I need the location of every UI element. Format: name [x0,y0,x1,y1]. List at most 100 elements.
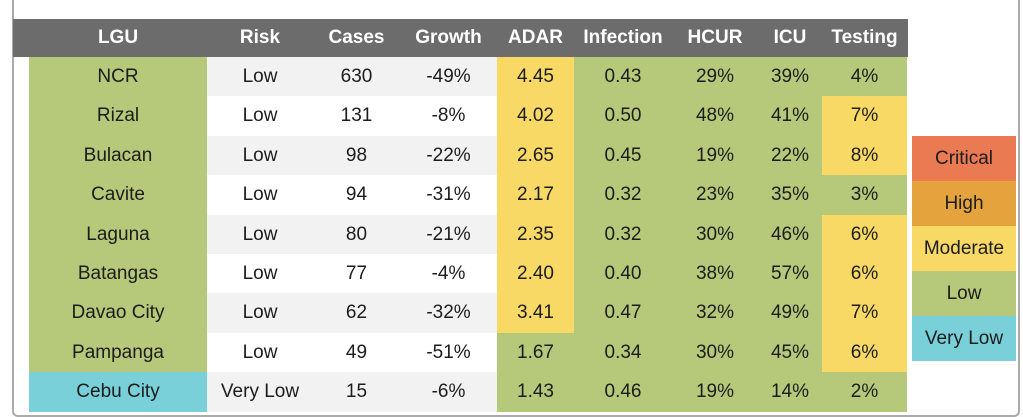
cell-infection: 0.50 [574,96,672,136]
cell-infection: 0.32 [574,175,672,215]
cell-cases: 94 [313,175,400,215]
cell-hcur: 29% [672,57,758,97]
cell-cases: 77 [313,254,400,294]
table-row: Cavite Low 94 -31% 2.17 0.32 23% 35% 3% [29,175,907,215]
cell-adar: 1.67 [497,332,574,373]
cell-infection: 0.40 [574,254,672,294]
cell-adar: 4.45 [497,57,574,97]
table-row: Cebu City Very Low 15 -6% 1.43 0.46 19% 14% 2% [29,372,907,412]
cell-risk: Low [207,135,313,176]
table-row: Bulacan Low 98 -22% 2.65 0.45 19% 22% 8% [29,135,907,176]
legend-item-moderate: Moderate [912,226,1016,271]
cell-growth: -49% [400,57,497,97]
column-header-adar: ADAR [508,27,563,48]
column-header-hcur: HCUR [687,27,743,48]
cell-icu: 49% [758,293,822,333]
column-header-infection: Infection [583,27,663,48]
cell-growth: -8% [400,96,497,136]
cell-risk: Low [207,293,313,333]
legend-item-low: Low [912,271,1016,316]
cell-icu: 35% [758,175,822,215]
column-header-lgu: LGU [97,27,139,48]
cell-lgu: Cebu City [29,372,207,412]
table-header-row: LGU Risk Cases Growth ADAR Infection HCUR ICU Te… [13,19,908,57]
cell-risk: Low [207,175,313,215]
cell-cases: 630 [313,57,400,97]
cell-testing: 8% [822,135,907,176]
cell-risk: Low [207,254,313,294]
legend-item-high: High [912,181,1016,226]
cell-adar: 2.35 [497,214,574,254]
cell-hcur: 19% [672,135,758,176]
column-header-testing: Testing [831,27,898,48]
cell-risk: Low [207,214,313,254]
cell-growth: -21% [400,214,497,254]
cell-testing: 6% [822,332,907,373]
table-row: Laguna Low 80 -21% 2.35 0.32 30% 46% 6% [29,214,907,254]
cell-lgu: Bulacan [29,135,207,176]
cell-testing: 3% [822,175,907,215]
cell-lgu: Batangas [29,254,207,294]
cell-lgu: Rizal [29,96,207,136]
column-header-cases: Cases [328,27,385,48]
cell-cases: 131 [313,96,400,136]
column-header-risk: Risk [239,27,281,48]
cell-hcur: 48% [672,96,758,136]
cell-infection: 0.45 [574,135,672,176]
cell-growth: -31% [400,175,497,215]
cell-testing: 6% [822,214,907,254]
cell-risk: Low [207,96,313,136]
cell-testing: 6% [822,254,907,294]
cell-growth: -22% [400,135,497,176]
cell-growth: -4% [400,254,497,294]
cell-hcur: 30% [672,332,758,373]
cell-hcur: 32% [672,293,758,333]
cell-hcur: 38% [672,254,758,294]
cell-growth: -32% [400,293,497,333]
cell-infection: 0.47 [574,293,672,333]
cell-testing: 4% [822,57,907,97]
cell-icu: 46% [758,214,822,254]
cell-lgu: Cavite [29,175,207,215]
cell-icu: 45% [758,332,822,373]
cell-risk: Very Low [207,372,313,412]
cell-cases: 15 [313,372,400,412]
risk-table: NCR Low 630 -49% 4.45 0.43 29% 39% 4% Rizal Low 131… [29,57,907,412]
table-row: Pampanga Low 49 -51% 1.67 0.34 30% 45% 6% [29,332,907,373]
cell-infection: 0.46 [574,372,672,412]
cell-hcur: 19% [672,372,758,412]
cell-cases: 62 [313,293,400,333]
cell-infection: 0.32 [574,214,672,254]
cell-risk: Low [207,332,313,373]
cell-icu: 57% [758,254,822,294]
cell-testing: 7% [822,293,907,333]
cell-cases: 80 [313,214,400,254]
cell-testing: 7% [822,96,907,136]
cell-adar: 2.17 [497,175,574,215]
cell-icu: 39% [758,57,822,97]
cell-infection: 0.43 [574,57,672,97]
table-row: NCR Low 630 -49% 4.45 0.43 29% 39% 4% [29,57,907,97]
cell-hcur: 30% [672,214,758,254]
cell-adar: 3.41 [497,293,574,333]
cell-lgu: Pampanga [29,332,207,373]
cell-adar: 2.40 [497,254,574,294]
cell-icu: 41% [758,96,822,136]
cell-adar: 2.65 [497,135,574,176]
cell-lgu: Davao City [29,293,207,333]
cell-adar: 4.02 [497,96,574,136]
legend-item-very_low: Very Low [912,316,1016,361]
table-row: Batangas Low 77 -4% 2.40 0.40 38% 57% 6% [29,254,907,294]
cell-icu: 22% [758,135,822,176]
cell-infection: 0.34 [574,332,672,373]
legend-item-critical: Critical [912,136,1016,181]
risk-level-legend: Critical High Moderate Low Very Low [912,136,1016,361]
column-header-growth: Growth [415,27,482,48]
cell-risk: Low [207,57,313,97]
cell-adar: 1.43 [497,372,574,412]
table-row: Rizal Low 131 -8% 4.02 0.50 48% 41% 7% [29,96,907,136]
cell-growth: -51% [400,332,497,373]
cell-lgu: NCR [29,57,207,97]
column-header-icu: ICU [773,27,807,48]
cell-icu: 14% [758,372,822,412]
